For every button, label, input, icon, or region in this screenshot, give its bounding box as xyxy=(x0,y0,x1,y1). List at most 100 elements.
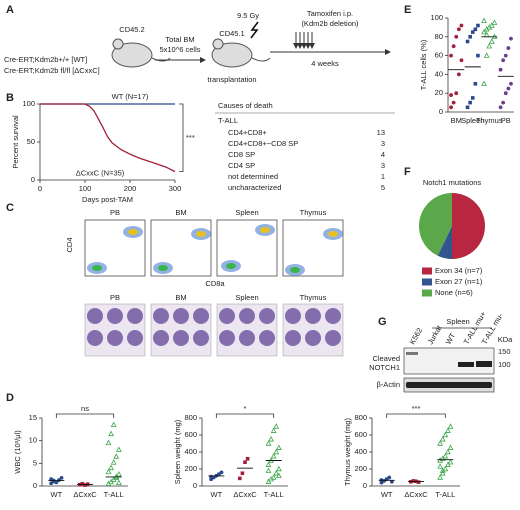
cause-count: 3 xyxy=(381,161,385,170)
data-point xyxy=(437,440,443,446)
data-point xyxy=(459,58,464,63)
data-point xyxy=(113,474,120,481)
data-point xyxy=(238,476,242,481)
data-point xyxy=(270,427,277,433)
data-point xyxy=(116,479,122,486)
data-point xyxy=(470,96,475,100)
blot-label: Cleaved xyxy=(372,354,400,363)
x-tick-label: 200 xyxy=(124,184,137,193)
data-point xyxy=(273,423,280,429)
data-point xyxy=(456,27,461,32)
data-point xyxy=(110,459,117,465)
data-point xyxy=(488,38,495,44)
data-point xyxy=(503,91,508,96)
data-point xyxy=(483,52,490,58)
y-axis-label: Spleen weight (mg) xyxy=(173,419,182,484)
x-tick-label: Thymus xyxy=(476,116,503,125)
data-point xyxy=(451,44,456,49)
data-point xyxy=(442,465,449,472)
data-point xyxy=(483,31,490,38)
blot-unit: KDa xyxy=(498,335,513,344)
label: 9.5 Gy xyxy=(237,11,259,20)
label: 4 weeks xyxy=(311,59,339,68)
data-point xyxy=(113,453,120,459)
irradiation-icon xyxy=(250,21,259,39)
data-point xyxy=(488,22,495,28)
y-tick-label: 200 xyxy=(354,464,367,473)
legend-label: None (n=6) xyxy=(435,288,473,297)
label: transplantation xyxy=(207,75,256,84)
tissue-label: BM xyxy=(175,293,186,302)
data-point xyxy=(270,452,277,459)
mouse-icon xyxy=(211,38,271,68)
panel-label: B xyxy=(6,92,14,104)
x-tick-label: T-ALL xyxy=(435,490,455,499)
tissue-label: PB xyxy=(110,293,120,302)
data-point xyxy=(442,431,449,438)
data-point xyxy=(276,444,282,450)
data-point xyxy=(476,23,480,28)
data-point xyxy=(49,481,54,486)
data-point xyxy=(468,100,472,105)
data-point xyxy=(509,36,513,41)
data-point xyxy=(449,105,453,110)
pie-slice xyxy=(419,193,452,256)
data-point xyxy=(265,440,272,446)
data-point xyxy=(59,475,64,480)
data-point xyxy=(506,86,511,91)
cell xyxy=(127,330,143,346)
data-point xyxy=(219,470,224,475)
tissue-label: PB xyxy=(110,208,120,217)
y-axis-label: Thymus weight (mg) xyxy=(343,418,352,486)
y-axis-label: WBC (10³/μl) xyxy=(13,430,22,474)
cell xyxy=(107,308,123,324)
data-point xyxy=(80,481,85,486)
y-tick-label: 5 xyxy=(33,458,37,467)
data-point xyxy=(108,464,114,471)
data-point xyxy=(108,430,114,437)
cell xyxy=(173,330,189,346)
blot-group: Spleen xyxy=(446,317,469,326)
y-tick-label: 40 xyxy=(435,69,443,78)
legend-swatch xyxy=(422,267,432,275)
cell xyxy=(173,308,189,324)
data-point xyxy=(501,58,506,63)
data-point xyxy=(240,471,245,476)
annotation: ns xyxy=(81,404,89,413)
y-tick-label: 0 xyxy=(31,175,35,184)
cause-count: 5 xyxy=(381,183,385,192)
data-point xyxy=(447,444,454,450)
data-point xyxy=(506,46,511,50)
label: Tamoxifen i.p. xyxy=(307,9,353,18)
y-tick-label: 15 xyxy=(29,413,37,422)
data-point xyxy=(437,463,443,469)
y-tick-label: 80 xyxy=(435,32,443,41)
data-point xyxy=(451,100,456,105)
label: 5x10^6 cells xyxy=(159,45,200,54)
annotation: * xyxy=(244,404,247,413)
panel-label: E xyxy=(404,4,411,16)
data-point xyxy=(459,23,464,28)
y-axis-label: Percent survival xyxy=(11,115,20,169)
data-point xyxy=(273,469,280,476)
data-point xyxy=(209,474,214,479)
legend-swatch xyxy=(422,278,432,286)
bracket xyxy=(179,103,184,173)
tissue-label: Thymus xyxy=(300,208,327,217)
data-point xyxy=(105,468,112,475)
cause-count: 4 xyxy=(381,150,385,159)
x-tick-label: T-ALL xyxy=(104,490,124,499)
data-point xyxy=(389,479,394,484)
tissue-label: Spleen xyxy=(235,293,258,302)
data-point xyxy=(498,67,503,72)
data-point xyxy=(501,100,506,105)
cell xyxy=(153,330,169,346)
cause-name: not determined xyxy=(228,172,278,181)
data-point xyxy=(265,467,272,473)
data-point xyxy=(265,461,272,467)
y-tick-label: 600 xyxy=(184,430,197,439)
cell xyxy=(107,330,123,346)
flow-density xyxy=(226,263,236,269)
tissue-label: Thymus xyxy=(300,293,327,302)
